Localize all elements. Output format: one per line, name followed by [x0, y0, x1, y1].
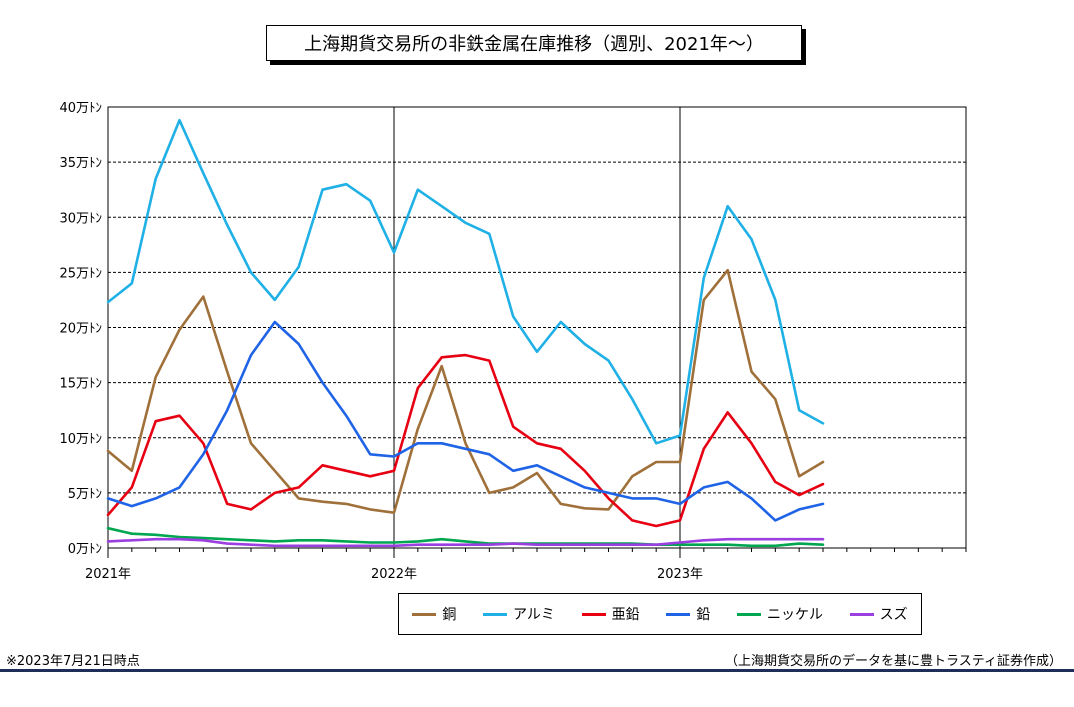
legend-swatch	[666, 612, 691, 616]
series-line	[106, 526, 825, 548]
legend-swatch	[736, 612, 761, 616]
series-layer	[106, 118, 825, 548]
legend-label: ニッケル	[766, 607, 823, 623]
legend-item: ニッケル	[736, 604, 823, 624]
series-line	[106, 320, 825, 522]
legend-label: アルミ	[513, 607, 555, 623]
legend-item: 鉛	[666, 604, 710, 624]
bottom-divider	[0, 669, 1074, 672]
legend-swatch	[581, 612, 606, 616]
y-tick-label: 20万ﾄﾝ	[59, 322, 102, 337]
x-tick-label: 2021年	[85, 567, 131, 582]
legend-item: 銅	[412, 604, 456, 624]
series-line	[106, 268, 825, 515]
y-tick-label: 25万ﾄﾝ	[59, 266, 102, 281]
y-tick-label: 40万ﾄﾝ	[59, 101, 102, 116]
plot-area	[107, 106, 967, 549]
y-tick-label: 0万ﾄﾝ	[68, 542, 102, 557]
y-tick-label: 15万ﾄﾝ	[59, 377, 102, 392]
series-line	[106, 353, 825, 528]
chart-title: 上海期貨交易所の非鉄金属在庫推移（週別、2021年～）	[266, 25, 802, 61]
series-line	[106, 537, 825, 548]
legend-item: スズ	[849, 604, 908, 624]
legend: 銅 アルミ 亜鉛 鉛 ニッケル スズ	[398, 593, 922, 635]
data-date-note: ※2023年7月21日時点	[6, 654, 140, 669]
y-tick-label: 30万ﾄﾝ	[59, 211, 102, 226]
legend-swatch	[849, 612, 874, 616]
legend-swatch	[483, 612, 508, 616]
y-axis-labels: 0万ﾄﾝ 5万ﾄﾝ 10万ﾄﾝ 15万ﾄﾝ 20万ﾄﾝ 25万ﾄﾝ 30万ﾄﾝ 35万ﾄﾝ 40…	[59, 101, 102, 557]
legend-label: 亜鉛	[611, 607, 640, 623]
year-divider-lines	[393, 107, 681, 548]
y-tick-label: 35万ﾄﾝ	[59, 156, 102, 171]
x-axis-ticks	[107, 548, 967, 558]
legend-label: 鉛	[696, 607, 711, 623]
legend-item: アルミ	[483, 604, 555, 624]
series-line	[106, 118, 825, 445]
legend-swatch	[412, 612, 437, 616]
x-axis-labels: 2021年 2022年 2023年	[85, 567, 703, 582]
legend-label: 銅	[442, 607, 457, 623]
x-tick-label: 2022年	[371, 567, 417, 582]
legend-label: スズ	[879, 607, 908, 623]
legend-item: 亜鉛	[581, 604, 640, 624]
source-note: （上海期貨交易所のデータを基に豊トラスティ証券作成）	[725, 654, 1062, 669]
y-tick-label: 5万ﾄﾝ	[68, 487, 102, 502]
y-tick-label: 10万ﾄﾝ	[59, 432, 102, 447]
x-tick-label: 2023年	[657, 567, 703, 582]
